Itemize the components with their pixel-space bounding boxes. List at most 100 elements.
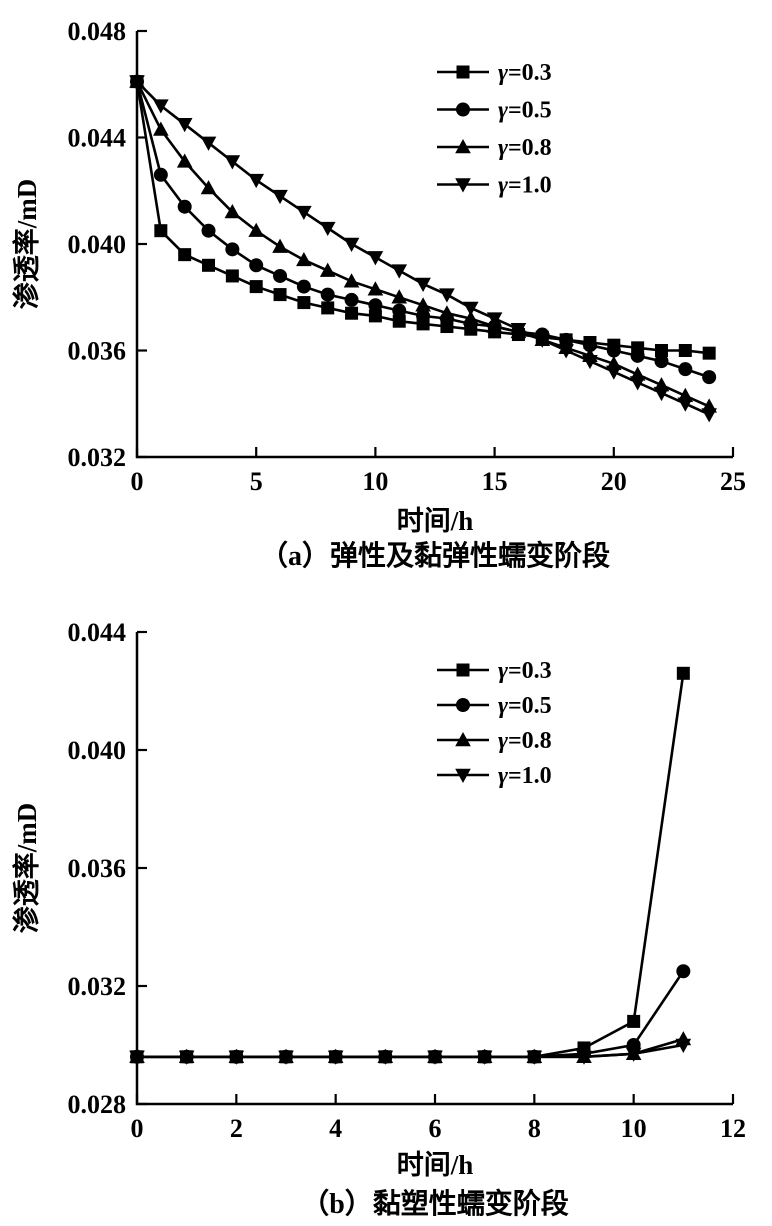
y-tick-label: 0.028 bbox=[68, 1090, 127, 1119]
chart-b-x-axis-title: 时间/h bbox=[396, 1150, 474, 1180]
triangle-down-marker-icon bbox=[228, 1050, 245, 1065]
triangle-down-marker-icon bbox=[224, 155, 241, 170]
legend-item: γ=0.3 bbox=[437, 60, 552, 86]
triangle-down-marker-icon bbox=[319, 221, 336, 237]
circle-marker-icon bbox=[177, 199, 192, 214]
series-γ=1.0 bbox=[129, 1038, 692, 1065]
circle-marker-icon bbox=[368, 298, 383, 313]
triangle-up-marker-icon bbox=[391, 289, 408, 304]
triangle-up-marker-icon bbox=[319, 262, 336, 277]
triangle-down-marker-icon bbox=[278, 1050, 294, 1065]
circle-marker-icon bbox=[249, 258, 264, 273]
triangle-down-marker-icon bbox=[272, 189, 288, 205]
triangle-down-marker-icon bbox=[582, 354, 598, 370]
triangle-down-marker-icon bbox=[248, 173, 264, 189]
legend-item: γ=0.8 bbox=[437, 135, 552, 161]
circle-marker-icon bbox=[392, 303, 407, 318]
y-tick-label: 0.048 bbox=[68, 17, 127, 46]
legend: γ=0.3 γ=0.5 γ=0.8 γ=1.0 bbox=[437, 658, 552, 789]
triangle-down-marker-icon bbox=[200, 136, 217, 151]
circle-marker-icon bbox=[654, 354, 669, 369]
y-tick-label: 0.032 bbox=[68, 972, 127, 1001]
chart-a-x-axis-title: 时间/h bbox=[396, 506, 474, 536]
square-marker-icon bbox=[678, 344, 692, 357]
triangle-down-marker-icon bbox=[296, 205, 312, 221]
legend-label: γ=1.0 bbox=[498, 763, 552, 789]
square-marker-icon bbox=[154, 224, 168, 238]
triangle-up-marker-icon bbox=[439, 305, 455, 320]
circle-marker-icon bbox=[676, 964, 691, 979]
triangle-down-marker-icon bbox=[606, 365, 622, 380]
x-tick-label: 6 bbox=[429, 1114, 442, 1143]
square-marker-icon bbox=[297, 296, 311, 310]
legend-item: γ=0.5 bbox=[437, 693, 552, 719]
legend-label: γ=0.5 bbox=[498, 693, 552, 719]
circle-marker-icon bbox=[416, 308, 431, 323]
triangle-down-marker-icon bbox=[327, 1050, 344, 1065]
circle-marker-icon bbox=[201, 223, 216, 238]
series-line bbox=[137, 970, 685, 1059]
x-tick-label: 20 bbox=[601, 467, 627, 496]
x-tick-label: 0 bbox=[131, 467, 144, 496]
triangle-down-marker-icon bbox=[377, 1050, 394, 1065]
x-tick-label: 10 bbox=[362, 467, 388, 496]
triangle-down-marker-icon bbox=[558, 344, 574, 359]
square-marker-icon bbox=[456, 65, 470, 79]
circle-marker-icon bbox=[320, 287, 335, 302]
triangle-down-marker-icon bbox=[534, 333, 551, 348]
y-tick-label: 0.040 bbox=[68, 230, 127, 259]
x-tick-label: 0 bbox=[131, 1114, 144, 1143]
y-tick-label: 0.040 bbox=[68, 736, 127, 765]
x-tick-label: 12 bbox=[720, 1114, 746, 1143]
triangle-down-marker-icon bbox=[439, 288, 455, 303]
circle-marker-icon bbox=[225, 242, 240, 257]
triangle-up-marker-icon bbox=[176, 153, 193, 168]
triangle-down-marker-icon bbox=[677, 397, 694, 412]
square-marker-icon bbox=[392, 314, 406, 328]
legend-label: γ=1.0 bbox=[498, 173, 552, 199]
square-marker-icon bbox=[225, 269, 239, 283]
series-line bbox=[137, 1037, 684, 1059]
triangle-up-marker-icon bbox=[415, 297, 431, 312]
triangle-up-marker-icon bbox=[224, 204, 241, 219]
triangle-down-marker-icon bbox=[486, 312, 503, 327]
triangle-down-marker-icon bbox=[675, 1038, 692, 1053]
legend-item: γ=0.5 bbox=[437, 98, 552, 124]
triangle-down-marker-icon bbox=[455, 178, 471, 193]
circle-marker-icon bbox=[678, 362, 693, 377]
square-marker-icon bbox=[178, 248, 192, 262]
triangle-down-marker-icon bbox=[526, 1050, 543, 1065]
legend-label: γ=0.8 bbox=[498, 728, 552, 754]
y-tick-label: 0.036 bbox=[68, 337, 127, 366]
square-marker-icon bbox=[273, 288, 287, 302]
series-γ=0.5 bbox=[130, 964, 691, 1064]
y-tick-label: 0.032 bbox=[68, 443, 127, 472]
chart-b-viscoplastic-stage: 0.028 0.032 0.036 0.040 0.044 0 2 4 6 8 10 12 渗透率/mD… bbox=[11, 618, 746, 1143]
circle-marker-icon bbox=[296, 279, 311, 294]
triangle-down-marker-icon bbox=[176, 117, 193, 133]
triangle-up-marker-icon bbox=[343, 273, 360, 288]
legend: γ=0.3 γ=0.5 γ=0.8 γ=1.0 bbox=[437, 60, 552, 199]
legend-item: γ=0.3 bbox=[437, 658, 552, 684]
triangle-up-marker-icon bbox=[367, 281, 384, 296]
chart-a-caption: （a）弹性及黏弹性蠕变阶段 bbox=[259, 541, 610, 572]
y-axis-title: 渗透率/mD bbox=[11, 803, 42, 934]
square-marker-icon bbox=[249, 280, 263, 294]
triangle-up-marker-icon bbox=[200, 180, 217, 195]
legend-label: γ=0.5 bbox=[498, 98, 552, 124]
circle-marker-icon bbox=[344, 292, 359, 307]
square-marker-icon bbox=[654, 344, 668, 357]
triangle-down-marker-icon bbox=[476, 1050, 493, 1065]
triangle-up-marker-icon bbox=[153, 121, 169, 136]
legend-label: γ=0.3 bbox=[498, 658, 552, 684]
series-γ=0.5 bbox=[130, 74, 717, 385]
series-γ=0.3 bbox=[130, 666, 690, 1064]
x-tick-label: 4 bbox=[329, 1114, 342, 1143]
triangle-down-marker-icon bbox=[129, 75, 145, 90]
axes-spines bbox=[135, 632, 733, 1106]
square-marker-icon bbox=[676, 666, 690, 680]
square-marker-icon bbox=[456, 663, 470, 677]
triangle-up-marker-icon bbox=[272, 238, 288, 253]
triangle-down-marker-icon bbox=[153, 99, 169, 114]
